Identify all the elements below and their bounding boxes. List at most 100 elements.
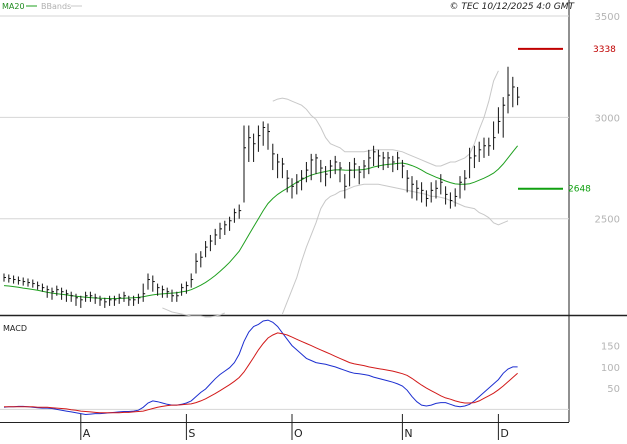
macd-y-ticks: 50 100 150 — [601, 342, 620, 396]
ohlc-bar — [382, 151, 386, 171]
ohlc-bar — [459, 176, 462, 199]
ohlc-bar — [104, 297, 107, 308]
ohlc-bars — [3, 66, 520, 308]
ohlc-bar — [166, 287, 170, 298]
ohlc-bar — [262, 121, 266, 146]
ohlc-bar — [267, 123, 270, 150]
ohlc-bar — [310, 153, 314, 181]
ohlc-bar — [497, 107, 501, 134]
bb-upper-line — [272, 70, 499, 167]
ohlc-bar — [142, 283, 146, 302]
ohlc-bar — [243, 125, 246, 203]
ohlc-bar — [224, 220, 227, 235]
support-label: 2648 — [568, 185, 591, 195]
ohlc-bar — [3, 273, 6, 282]
ohlc-bar — [363, 159, 366, 179]
price-tick-label: 3500 — [595, 12, 620, 23]
ohlc-bar — [517, 86, 520, 106]
ohlc-bar — [128, 295, 131, 306]
ohlc-bar — [113, 295, 117, 306]
ohlc-bar — [80, 295, 83, 308]
ohlc-bar — [17, 276, 21, 285]
ohlc-bar — [329, 159, 333, 179]
ohlc-bar — [37, 281, 40, 290]
ohlc-bar — [416, 180, 419, 201]
ohlc-bar — [406, 170, 410, 193]
ohlc-bar — [161, 285, 165, 298]
ohlc-bar — [507, 66, 510, 114]
ohlc-bar — [185, 281, 189, 294]
ohlc-bar — [502, 97, 506, 138]
ohlc-bar — [238, 204, 242, 219]
macd-series — [3, 319, 518, 416]
resistance-label: 3338 — [593, 45, 616, 55]
ohlc-bar — [272, 143, 275, 171]
ohlc-bar — [70, 291, 74, 302]
ohlc-bar — [397, 151, 400, 171]
ohlc-bar — [493, 121, 496, 150]
ohlc-bar — [133, 295, 136, 306]
ohlc-bar — [349, 161, 352, 187]
price-gridlines — [0, 15, 569, 220]
ohlc-bar — [200, 251, 203, 268]
ohlc-bar — [51, 287, 54, 300]
ohlc-bar — [449, 192, 453, 209]
panel-frames — [0, 0, 627, 423]
x-tick-label: A — [83, 427, 91, 440]
ohlc-bar — [248, 125, 251, 162]
ohlc-bar — [488, 137, 491, 156]
ohlc-bar — [473, 145, 477, 169]
ohlc-bar — [152, 275, 155, 292]
ohlc-bar — [176, 291, 179, 302]
ma20-series — [3, 145, 518, 300]
x-tick-label: N — [404, 427, 412, 440]
ohlc-bar — [190, 273, 194, 288]
ohlc-bar — [358, 166, 362, 185]
ohlc-bar — [277, 153, 280, 179]
ohlc-bar — [257, 125, 261, 152]
ohlc-bar — [8, 274, 11, 283]
ohlc-bar — [411, 176, 414, 199]
ohlc-bar — [301, 170, 304, 191]
ohlc-bar — [440, 174, 443, 195]
ohlc-bar — [445, 186, 448, 205]
ohlc-bar — [253, 133, 256, 162]
ohlc-bar — [13, 275, 16, 284]
ohlc-bar — [195, 253, 198, 274]
ohlc-bar — [147, 273, 150, 290]
ohlc-bar — [373, 145, 376, 167]
ohlc-bar — [421, 182, 424, 203]
ohlc-bar — [339, 161, 342, 183]
ohlc-bar — [469, 147, 472, 179]
ohlc-bar — [425, 190, 429, 207]
ohlc-bar — [56, 285, 59, 296]
ohlc-bar — [325, 166, 328, 187]
ohlc-bar — [46, 285, 50, 298]
ohlc-bar — [171, 289, 174, 302]
ohlc-bar — [291, 178, 294, 199]
ohlc-bar — [387, 151, 390, 169]
ohlc-bar — [296, 174, 299, 195]
ohlc-bar — [85, 291, 88, 302]
ohlc-bar — [377, 149, 381, 169]
ohlc-bar — [61, 287, 64, 300]
ohlc-bar — [209, 234, 213, 252]
ohlc-bar — [478, 141, 482, 162]
ohlc-bar — [233, 208, 237, 223]
bb-lower-line — [162, 307, 225, 318]
ohlc-bar — [219, 222, 222, 239]
ohlc-bar — [454, 188, 458, 207]
ma20-line — [3, 145, 518, 300]
ohlc-bar — [89, 291, 93, 302]
level-markers: 3338 2648 — [518, 45, 616, 195]
ohlc-bar — [22, 277, 26, 286]
ohlc-bar — [281, 157, 285, 179]
copyright-text: © TEC 10/12/2025 4:0 GMT — [449, 2, 575, 12]
ohlc-bar — [205, 241, 208, 258]
macd-line — [3, 319, 518, 416]
ohlc-bar — [32, 279, 35, 288]
ohlc-bar — [435, 180, 438, 199]
ohlc-bar — [75, 293, 78, 306]
